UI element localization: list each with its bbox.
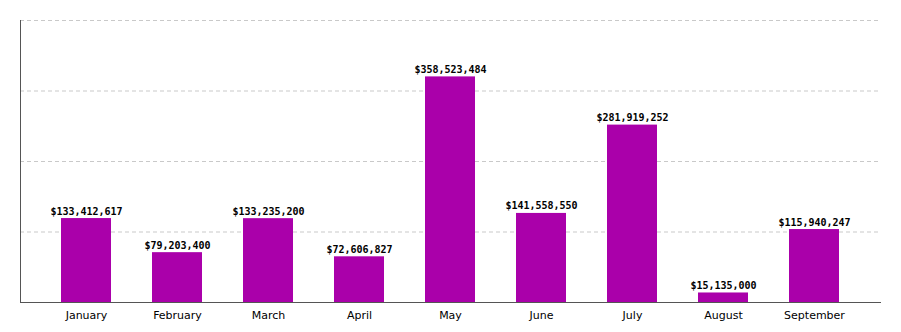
svg-text:January: January	[65, 309, 108, 322]
svg-text:$141,558,550: $141,558,550	[505, 200, 577, 211]
svg-text:$72,606,827: $72,606,827	[326, 244, 392, 255]
svg-text:May: May	[439, 309, 462, 322]
svg-text:March: March	[252, 309, 286, 322]
svg-text:$15,135,000: $15,135,000	[690, 280, 756, 291]
svg-text:September: September	[784, 309, 845, 322]
svg-text:$358,523,484: $358,523,484	[414, 64, 486, 75]
svg-text:July: July	[622, 309, 643, 322]
svg-text:February: February	[153, 309, 202, 322]
svg-text:August: August	[704, 309, 743, 322]
svg-text:$281,919,252: $281,919,252	[596, 112, 668, 123]
svg-text:April: April	[347, 309, 372, 322]
svg-text:$133,235,200: $133,235,200	[232, 206, 304, 217]
svg-text:June: June	[529, 309, 554, 322]
svg-text:$79,203,400: $79,203,400	[144, 240, 210, 251]
svg-text:$133,412,617: $133,412,617	[50, 206, 122, 217]
svg-text:$115,940,247: $115,940,247	[778, 217, 850, 228]
